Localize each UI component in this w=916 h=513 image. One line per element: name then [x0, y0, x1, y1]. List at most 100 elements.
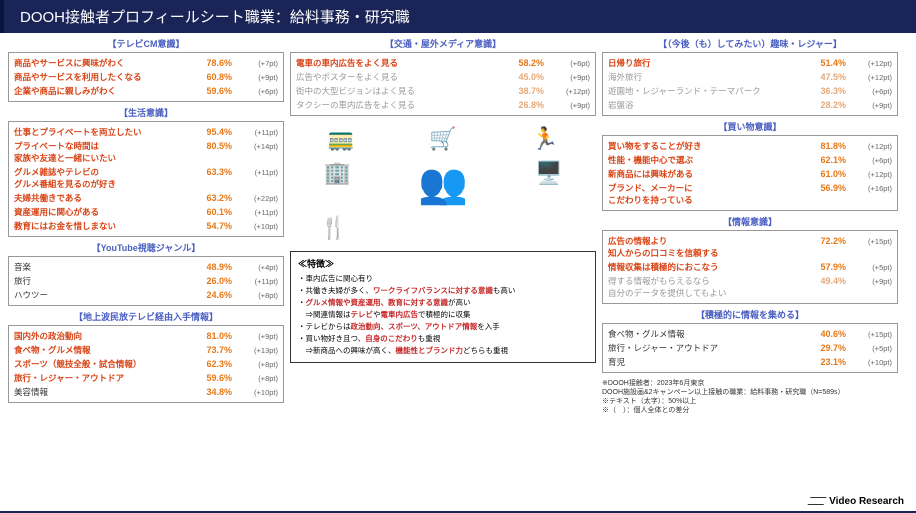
- row-pct: 51.4%: [806, 58, 846, 68]
- row-pt: (+15pt): [850, 237, 892, 246]
- row-pt: (+8pt): [236, 291, 278, 300]
- feature-title: ≪特徴≫: [298, 257, 588, 271]
- data-row: 情報収集は積極的におこなう57.9%(+5pt): [608, 260, 892, 274]
- section-box: 国内外の政治動向81.0%(+9pt)食べ物・グルメ情報73.7%(+13pt)…: [8, 325, 284, 403]
- icon-row-bottom: 🍴: [290, 215, 596, 241]
- row-pt: (+9pt): [236, 332, 278, 341]
- section-title: 【（今後（も）してみたい）趣味・レジャー】: [602, 37, 898, 50]
- row-pct: 81.0%: [192, 331, 232, 341]
- icon-row-top: 🚃 🛒 🏃: [290, 126, 596, 152]
- row-label: 商品やサービスを利用したくなる: [14, 71, 188, 83]
- data-row: 商品やサービスに興味がわく 78.6% (+7pt): [14, 56, 278, 70]
- row-pt: (+4pt): [236, 263, 278, 272]
- row-pt: (+6pt): [548, 59, 590, 68]
- data-row: 美容情報34.8%(+10pt): [14, 385, 278, 399]
- row-pt: (+7pt): [236, 59, 278, 68]
- row-pt: (+11pt): [236, 277, 278, 286]
- row-pct: 81.8%: [806, 141, 846, 151]
- feature-line: ・共働き夫婦が多く、ワークライフバランスに対する意識も高い: [298, 285, 588, 297]
- row-pct: 61.0%: [806, 169, 846, 179]
- row-pt: (+5pt): [850, 344, 892, 353]
- icon-row-mid: 🏢 👥 🖥️: [290, 160, 596, 207]
- row-label: ブランド、メーカーにこだわりを持っている: [608, 182, 802, 206]
- data-row: 資産運用に関心がある60.1%(+11pt): [14, 205, 278, 219]
- row-pt: (+15pt): [850, 330, 892, 339]
- row-label: 企業や商品に親しみがわく: [14, 85, 188, 97]
- row-label: 情報収集は積極的におこなう: [608, 261, 802, 273]
- data-row: 街中の大型ビジョンはよく見る38.7%(+12pt): [296, 84, 590, 98]
- row-pct: 58.2%: [504, 58, 544, 68]
- section-box: 仕事とプライベートを両立したい95.4%(+11pt)プライベートな時間は家族や…: [8, 121, 284, 237]
- row-pt: (+9pt): [236, 73, 278, 82]
- data-row: 旅行・レジャー・アウトドア 59.6% (+8pt): [14, 371, 278, 385]
- row-pct: 57.9%: [806, 262, 846, 272]
- row-pct: 95.4%: [192, 127, 232, 137]
- data-row: 食べ物・グルメ情報73.7%(+13pt): [14, 343, 278, 357]
- row-pt: (+6pt): [236, 87, 278, 96]
- row-pt: (+14pt): [236, 142, 278, 151]
- row-label: 遊園地・レジャーランド・テーマパーク: [608, 85, 802, 97]
- row-label: 仕事とプライベートを両立したい: [14, 126, 188, 138]
- row-pct: 60.1%: [192, 207, 232, 217]
- row-label: 街中の大型ビジョンはよく見る: [296, 85, 500, 97]
- footnotes: ※DOOH接触者：2023年6月東京DOOH施設画&2キャンペーン以上接触の職業…: [602, 379, 898, 415]
- row-pct: 78.6%: [192, 58, 232, 68]
- row-pt: (+6pt): [850, 87, 892, 96]
- data-row: プライベートな時間は家族や友達と一緒にいたい80.5%(+14pt): [14, 139, 278, 165]
- section-life: 【生活意識】 仕事とプライベートを両立したい95.4%(+11pt)プライベート…: [8, 106, 284, 237]
- row-pt: (+16pt): [850, 184, 892, 193]
- data-row: 遊園地・レジャーランド・テーマパーク36.3%(+6pt): [608, 84, 892, 98]
- row-label: 旅行・レジャー・アウトドア: [608, 342, 802, 354]
- section-box: 日帰り旅行51.4%(+12pt)海外旅行47.5%(+12pt)遊園地・レジャ…: [602, 52, 898, 116]
- row-label: 電車の車内広告をよく見る: [296, 57, 500, 69]
- row-pct: 73.7%: [192, 345, 232, 355]
- data-row: グルメ雑誌やテレビのグルメ番組を見るのが好き63.3%(+11pt): [14, 165, 278, 191]
- row-pt: (+9pt): [850, 277, 892, 286]
- data-row: 性能・機能中心で選ぶ62.1%(+6pt): [608, 153, 892, 167]
- row-pct: 80.5%: [192, 141, 232, 151]
- row-pt: (+11pt): [236, 128, 278, 137]
- data-row: 新商品には興味がある61.0%(+12pt): [608, 167, 892, 181]
- data-row: 企業や商品に親しみがわく59.6%(+6pt): [14, 84, 278, 98]
- row-label: 資産運用に関心がある: [14, 206, 188, 218]
- right-column: 【（今後（も）してみたい）趣味・レジャー】 日帰り旅行51.4%(+12pt)海…: [602, 37, 898, 489]
- row-label: 新商品には興味がある: [608, 168, 802, 180]
- row-label: 広告やポスターをよく見る: [296, 71, 500, 83]
- row-label: 商品やサービスに興味がわく: [14, 57, 188, 69]
- row-pct: 63.2%: [192, 193, 232, 203]
- feature-box: ≪特徴≫ ・車内広告に関心有り・共働き夫婦が多く、ワークライフバランスに対する意…: [290, 251, 596, 363]
- building-icon: 🏢: [324, 160, 351, 207]
- section-title: 【情報意識】: [602, 215, 898, 228]
- section-title: 【交通・屋外メディア意識】: [290, 37, 596, 50]
- section-tvinfo: 【地上波民放テレビ経由入手情報】 国内外の政治動向81.0%(+9pt)食べ物・…: [8, 310, 284, 403]
- row-pct: 72.2%: [806, 236, 846, 246]
- row-pct: 26.8%: [504, 100, 544, 110]
- data-row: タクシーの車内広告をよく見る26.8%(+9pt): [296, 98, 590, 112]
- row-pt: (+11pt): [236, 168, 278, 177]
- row-pt: (+10pt): [236, 388, 278, 397]
- footnote-line: ※DOOH接触者：2023年6月東京: [602, 379, 898, 388]
- data-row: 電車の車内広告をよく見る 58.2% (+6pt): [296, 56, 590, 70]
- row-pt: (+8pt): [236, 374, 278, 383]
- row-pt: (+13pt): [236, 346, 278, 355]
- row-pt: (+8pt): [236, 360, 278, 369]
- row-pct: 62.1%: [806, 155, 846, 165]
- feature-line: ・車内広告に関心有り: [298, 273, 588, 285]
- row-pct: 24.6%: [192, 290, 232, 300]
- icon-cluster: 🚃 🛒 🏃 🏢 👥 🖥️ 🍴: [290, 120, 596, 247]
- section-title: 【積極的に情報を集める】: [602, 308, 898, 321]
- data-row: 広告やポスターをよく見る45.0%(+9pt): [296, 70, 590, 84]
- row-pct: 29.7%: [806, 343, 846, 353]
- row-pct: 49.4%: [806, 276, 846, 286]
- content-area: 【テレビCM意識】 商品やサービスに興味がわく78.6%(+7pt)商品やサービ…: [0, 33, 916, 493]
- row-label: 旅行・レジャー・アウトドア: [14, 372, 188, 384]
- section-box: 電車の車内広告をよく見る 58.2% (+6pt) 広告やポスターをよく見る45.0%…: [290, 52, 596, 116]
- row-label: スポーツ（競技全般・試合情報）: [14, 358, 188, 370]
- section-active: 【積極的に情報を集める】 食べ物・グルメ情報40.6%(+15pt)旅行・レジャ…: [602, 308, 898, 373]
- row-pct: 59.6%: [192, 373, 232, 383]
- row-pct: 26.0%: [192, 276, 232, 286]
- row-label: 岩盤浴: [608, 99, 802, 111]
- row-pct: 60.8%: [192, 72, 232, 82]
- logo: Video Research: [809, 496, 904, 507]
- row-pt: (+12pt): [850, 73, 892, 82]
